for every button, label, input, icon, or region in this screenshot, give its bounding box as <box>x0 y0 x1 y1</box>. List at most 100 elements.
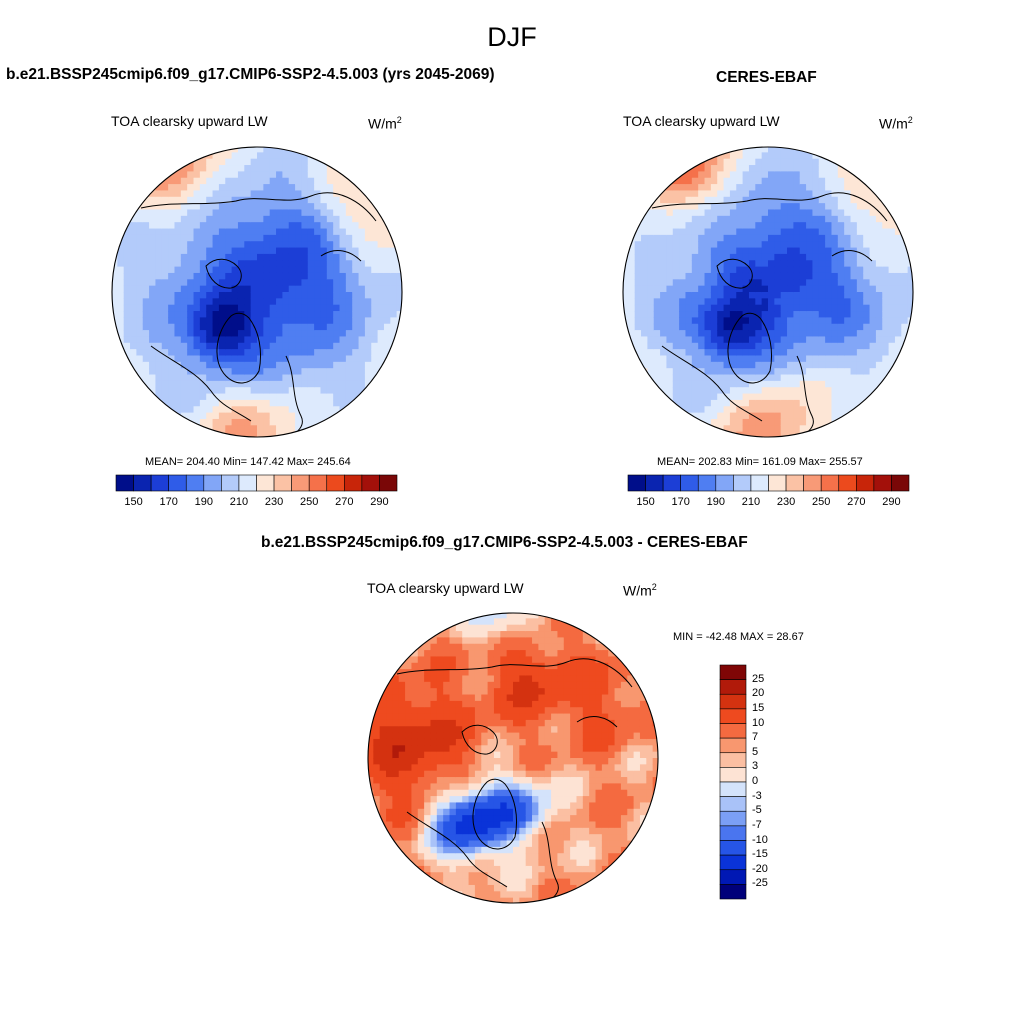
siberia-coastline <box>576 716 618 728</box>
colorbar-swatch <box>645 474 664 492</box>
colorbar-swatch <box>203 474 222 492</box>
colorbar-swatch <box>719 810 747 827</box>
eurasia-coastline <box>140 192 377 222</box>
colorbar-tick-label: 7 <box>752 731 759 744</box>
colorbar-swatch <box>238 474 257 492</box>
colorbar-swatch <box>733 474 752 492</box>
colorbar-swatch <box>291 474 310 492</box>
siberia-coastline <box>320 250 362 262</box>
colorbar-swatch <box>719 693 747 710</box>
colorbar-swatch <box>719 781 747 797</box>
diff-colorbar <box>719 664 747 900</box>
diff-colorbar-ticks: 25 20 15 10 7 5 3 0 -3 -5 -7 -10 -15 -20 -25 <box>752 665 782 899</box>
colorbar-swatch <box>719 723 747 739</box>
eurasia-coastline <box>396 658 633 688</box>
colorbar-tick-label: 10 <box>752 716 765 729</box>
colorbar-swatch <box>627 474 646 492</box>
panel2-units: W/m2 <box>879 115 913 132</box>
colorbar-swatch <box>719 679 747 695</box>
diff-stats: MIN = -42.48 MAX = 28.67 <box>673 631 804 643</box>
panel2-stats: MEAN= 202.83 Min= 161.09 Max= 255.57 <box>657 456 863 468</box>
colorbar-tick-label: 230 <box>264 496 284 508</box>
colorbar-swatch <box>133 474 152 492</box>
colorbar-swatch <box>697 474 717 492</box>
colorbar-tick-label: 250 <box>812 496 831 508</box>
panel1-variable-title: TOA clearsky upward LW <box>111 113 268 129</box>
diff-case-title: b.e21.BSSP245cmip6.f09_g17.CMIP6-SSP2-4.… <box>261 534 748 551</box>
colorbar-tick-label: 0 <box>752 775 759 787</box>
colorbar-tick-label: -25 <box>752 877 768 890</box>
colorbar-swatch <box>150 474 169 492</box>
colorbar-tick-label: 210 <box>229 496 249 508</box>
colorbar-tick-label: -20 <box>752 862 768 875</box>
panel2-case-title: CERES-EBAF <box>716 69 817 86</box>
panel1-case-title: b.e21.BSSP245cmip6.f09_g17.CMIP6-SSP2-4.… <box>6 66 495 83</box>
diff-units: W/m2 <box>623 582 657 599</box>
greenland-coastline <box>216 312 262 384</box>
colorbar-tick-label: 5 <box>752 745 759 758</box>
panel2-colorbar <box>627 474 910 492</box>
colorbar-tick-label: -3 <box>752 789 762 802</box>
panel1-colorbar-ticks: 150 170 190 210 230 250 270 290 <box>116 496 397 510</box>
colorbar-swatch <box>719 796 747 812</box>
greenland-coastline <box>727 312 773 384</box>
panel1-colorbar <box>115 474 398 492</box>
north-america-coastline <box>661 345 763 422</box>
colorbar-swatch <box>838 474 857 492</box>
colorbar-swatch <box>803 474 822 492</box>
map-boundary <box>111 146 403 438</box>
colorbar-swatch <box>719 869 747 885</box>
arctic-islands-coastline <box>461 724 498 755</box>
colorbar-swatch <box>308 474 328 492</box>
north-america-coastline <box>150 345 252 422</box>
map-boundary <box>367 612 659 904</box>
colorbar-swatch <box>662 474 681 492</box>
map-boundary <box>622 146 914 438</box>
colorbar-tick-label: 20 <box>752 687 765 700</box>
colorbar-tick-label: 190 <box>194 496 213 508</box>
colorbar-swatch <box>785 474 804 492</box>
panel2-colorbar-ticks: 150 170 190 210 230 250 270 290 <box>628 496 909 510</box>
colorbar-swatch <box>715 474 734 492</box>
coastlines <box>396 658 633 903</box>
colorbar-swatch <box>115 474 134 492</box>
panel1-units: W/m2 <box>368 115 402 132</box>
colorbar-swatch <box>168 474 187 492</box>
colorbar-swatch <box>856 474 875 492</box>
colorbar-tick-label: 290 <box>370 496 389 508</box>
colorbar-tick-label: 210 <box>741 496 761 508</box>
colorbar-swatch <box>768 474 787 492</box>
north-america-coastline <box>406 811 508 888</box>
colorbar-swatch <box>719 884 747 900</box>
colorbar-swatch <box>326 474 345 492</box>
colorbar-swatch <box>361 474 380 492</box>
colorbar-tick-label: -10 <box>752 833 768 846</box>
colorbar-swatch <box>719 854 747 871</box>
colorbar-tick-label: 15 <box>752 701 765 714</box>
colorbar-swatch <box>344 474 363 492</box>
colorbar-tick-label: 150 <box>636 496 655 508</box>
colorbar-swatch <box>719 752 747 768</box>
diff-variable-title: TOA clearsky upward LW <box>367 580 524 596</box>
panel2-variable-title: TOA clearsky upward LW <box>623 113 780 129</box>
greenland-coastline <box>472 778 518 850</box>
colorbar-tick-label: 170 <box>671 496 690 508</box>
colorbar-swatch <box>680 474 699 492</box>
arctic-islands-coastline <box>205 258 242 289</box>
colorbar-swatch <box>719 767 747 783</box>
colorbar-swatch <box>185 474 205 492</box>
arctic-islands-coastline <box>716 258 753 289</box>
page-title: DJF <box>487 22 537 52</box>
siberia-coastline <box>831 250 873 262</box>
colorbar-tick-label: 270 <box>335 496 354 508</box>
map-field <box>623 147 913 437</box>
colorbar-tick-label: 190 <box>706 496 725 508</box>
colorbar-swatch <box>873 474 892 492</box>
colorbar-tick-label: 150 <box>124 496 143 508</box>
colorbar-swatch <box>820 474 840 492</box>
colorbar-swatch <box>379 474 398 492</box>
colorbar-tick-label: -7 <box>752 818 762 831</box>
diff-polar-map <box>367 612 659 904</box>
colorbar-swatch <box>256 474 275 492</box>
colorbar-tick-label: -15 <box>752 848 768 861</box>
